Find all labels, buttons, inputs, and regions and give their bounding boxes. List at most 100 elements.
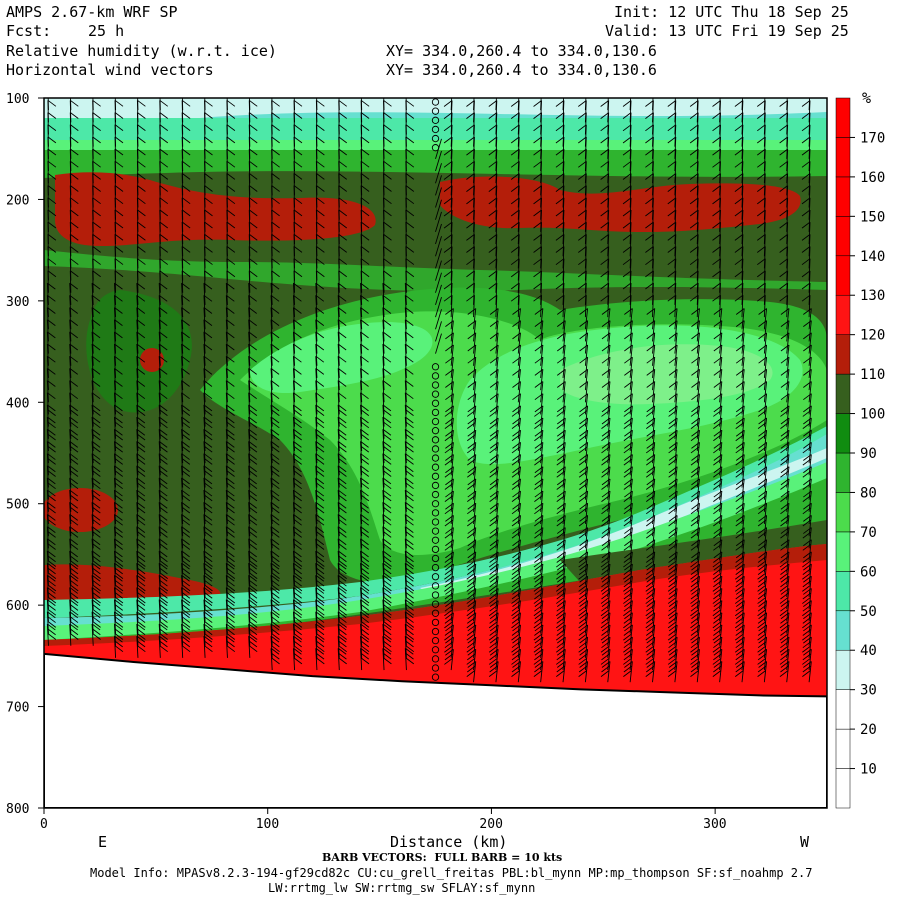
barb-flag — [360, 441, 369, 448]
barb-flag — [600, 633, 610, 641]
y-tick-label: 100 — [6, 92, 29, 107]
barb-flag — [248, 428, 257, 436]
barb-staff — [808, 332, 812, 354]
barb-staff — [450, 161, 453, 184]
barb-flag — [248, 453, 257, 460]
barb-flag — [780, 515, 790, 522]
barb-flag — [248, 319, 257, 327]
barb-staff — [435, 284, 442, 306]
barb-flag — [270, 307, 280, 314]
barb-staff — [562, 258, 565, 281]
barb-flag — [293, 506, 302, 514]
barb-flag — [691, 368, 700, 376]
barb-flag — [780, 624, 790, 632]
barb-flag — [293, 453, 302, 460]
barb-staff — [158, 465, 161, 488]
barb-flag — [534, 592, 543, 600]
barb-flag — [181, 445, 191, 453]
barb-staff — [203, 550, 206, 573]
barb-flag — [69, 560, 79, 567]
barb-staff — [674, 185, 677, 208]
barb-flag — [691, 332, 700, 340]
barb-flag — [316, 221, 325, 229]
barb-flag — [91, 343, 101, 351]
barb-flag — [645, 629, 655, 636]
barb-flag — [757, 560, 766, 568]
barb-staff — [115, 98, 116, 99]
barb-flag — [181, 457, 191, 465]
barb-staff — [181, 270, 184, 293]
barb-flag — [203, 355, 213, 363]
barb-staff — [203, 429, 206, 451]
barb-staff — [203, 404, 206, 427]
barb-staff — [517, 234, 520, 257]
barb-flag — [114, 160, 124, 168]
barb-flag — [489, 368, 499, 376]
barb-flag — [248, 550, 257, 558]
barb-flag — [226, 555, 235, 563]
barb-flag — [69, 538, 78, 546]
barb-staff — [114, 502, 117, 525]
barb-flag — [226, 611, 235, 619]
barb-flag — [534, 466, 544, 474]
barb-staff — [517, 161, 520, 184]
barb-flag — [159, 620, 168, 628]
barb-flag — [181, 531, 191, 538]
barb-staff — [763, 320, 768, 342]
barb-staff — [292, 307, 296, 330]
barb-staff — [786, 98, 788, 99]
barb-flag — [204, 209, 213, 217]
barb-flag — [204, 197, 213, 205]
barb-flag — [159, 506, 168, 514]
barb-flag — [270, 611, 280, 619]
barb-staff — [719, 308, 723, 330]
barb-flag — [601, 320, 611, 328]
barb-staff — [181, 465, 184, 488]
barb-flag — [802, 621, 811, 629]
barb-staff — [158, 343, 161, 366]
barb-staff — [46, 490, 49, 512]
barb-flag — [382, 518, 392, 526]
barb-flag — [271, 560, 280, 567]
barb-flag — [248, 416, 257, 424]
barb-flag — [271, 457, 280, 465]
barb-flag — [645, 572, 655, 580]
barb-flag — [757, 531, 767, 539]
colorbar: 1020304050607080901001101201301401501601… — [835, 97, 885, 809]
barb-staff — [808, 295, 811, 318]
barb-staff — [248, 295, 251, 318]
barb-flag — [801, 282, 811, 290]
barb-flag — [47, 99, 57, 107]
barb-flag — [779, 136, 788, 144]
barb-flag — [534, 442, 544, 449]
barb-flag — [181, 148, 191, 156]
barb-flag — [114, 482, 123, 490]
barb-flag — [601, 661, 611, 668]
barb-staff — [337, 307, 340, 330]
barb-staff — [450, 381, 454, 403]
barb-flag — [667, 597, 677, 604]
barb-staff — [337, 343, 340, 366]
barb-flag — [802, 592, 812, 600]
barb-staff — [741, 308, 745, 330]
barb-flag — [248, 160, 258, 168]
barb-flag — [338, 584, 347, 592]
barb-staff — [69, 380, 72, 403]
barb-flag — [600, 609, 610, 617]
barb-flag — [92, 494, 101, 502]
barb-staff — [473, 308, 477, 330]
barb-staff — [270, 477, 273, 500]
barb-staff — [562, 320, 566, 342]
barb-flag — [337, 453, 347, 460]
barb-flag — [360, 465, 369, 473]
barb-flag — [445, 454, 454, 461]
barb-flag — [601, 332, 611, 340]
barb-flag — [159, 270, 169, 278]
barb-staff — [315, 477, 318, 500]
barb-flag — [579, 356, 588, 364]
barb-flag — [226, 635, 235, 643]
barb-staff — [786, 197, 789, 220]
barb-flag — [735, 653, 744, 661]
barb-flag — [624, 344, 633, 352]
barb-flag — [668, 466, 678, 474]
